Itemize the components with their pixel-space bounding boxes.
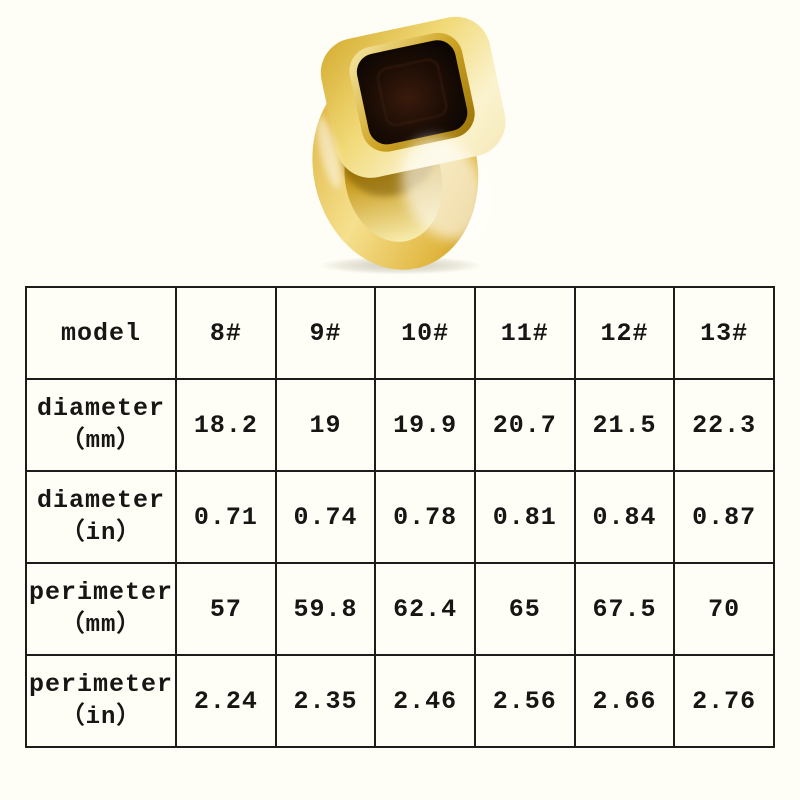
stone-reflection (376, 58, 448, 127)
table-cell: 62.4 (374, 562, 476, 656)
column-header-size-8: 8# (175, 286, 277, 380)
table-row-perimeter-mm: perimeter （mm） 57 59.8 62.4 65 67.5 70 (25, 562, 775, 656)
row-label-perimeter-mm: perimeter （mm） (25, 562, 177, 656)
row-label-text: diameter (36, 394, 166, 424)
column-header-size-11: 11# (473, 286, 576, 380)
table-cell: 2.66 (573, 654, 676, 748)
column-header-size-12: 12# (573, 286, 676, 380)
table-cell: 19.9 (374, 378, 476, 472)
table-cell: 21.5 (573, 378, 676, 472)
flank-highlight (401, 137, 486, 240)
row-label-unit: （mm） (60, 611, 142, 639)
table-cell: 0.71 (175, 470, 277, 564)
table-cell: 0.84 (573, 470, 676, 564)
column-header-size-10: 10# (374, 286, 476, 380)
table-row-diameter-in: diameter （in） 0.71 0.74 0.78 0.81 0.84 0… (25, 470, 775, 564)
row-label-unit: （in） (60, 703, 142, 731)
table-cell: 18.2 (175, 378, 277, 472)
row-label-diameter-mm: diameter （mm） (25, 378, 177, 472)
table-cell: 57 (175, 562, 277, 656)
table-cell: 20.7 (473, 378, 576, 472)
table-cell: 0.87 (673, 470, 775, 564)
product-photo (298, 14, 508, 276)
table-cell: 70 (673, 562, 775, 656)
table-cell: 2.76 (673, 654, 775, 748)
row-label-diameter-in: diameter （in） (25, 470, 177, 564)
table-row-diameter-mm: diameter （mm） 18.2 19 19.9 20.7 21.5 22.… (25, 378, 775, 472)
row-label-text: perimeter (28, 578, 174, 608)
table-cell: 2.24 (175, 654, 277, 748)
shoulder-highlight (316, 116, 341, 189)
ring-image (312, 16, 506, 275)
table-cell: 0.74 (274, 470, 377, 564)
ring-size-chart: model 8# 9# 10# 11# 12# 13# diameter （mm… (25, 286, 775, 748)
table-cell: 65 (473, 562, 576, 656)
table-cell: 0.81 (473, 470, 576, 564)
column-header-size-13: 13# (673, 286, 775, 380)
table-cell: 2.46 (374, 654, 476, 748)
table-header-row: model 8# 9# 10# 11# 12# 13# (25, 286, 775, 380)
table-cell: 22.3 (673, 378, 775, 472)
column-header-size-9: 9# (274, 286, 377, 380)
table-cell: 59.8 (274, 562, 377, 656)
table-cell: 0.78 (374, 470, 476, 564)
row-label-unit: （mm） (60, 427, 142, 455)
table-cell: 2.35 (274, 654, 377, 748)
table-row-perimeter-in: perimeter （in） 2.24 2.35 2.46 2.56 2.66 … (25, 654, 775, 748)
row-label-perimeter-in: perimeter （in） (25, 654, 177, 748)
row-label-text: perimeter (28, 670, 174, 700)
black-stone (356, 40, 468, 145)
row-label-unit: （in） (60, 519, 142, 547)
column-header-model: model (25, 286, 177, 380)
table-cell: 2.56 (473, 654, 576, 748)
table-cell: 19 (274, 378, 377, 472)
ring-face (320, 16, 506, 178)
row-label-text: diameter (36, 486, 166, 516)
table-cell: 67.5 (573, 562, 676, 656)
